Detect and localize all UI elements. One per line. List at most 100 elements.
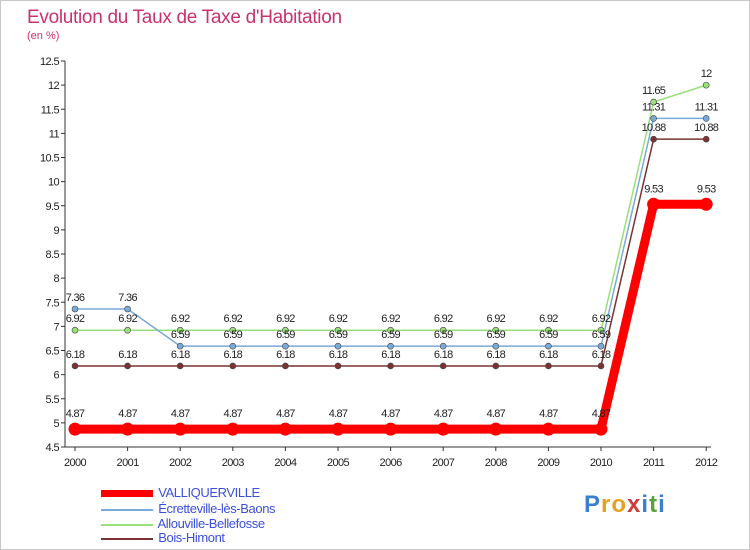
series-line-ecretteville-les-baons	[75, 117, 707, 347]
data-label-valliquerville: 4.87	[434, 408, 453, 420]
data-point-bois-himont	[229, 362, 237, 370]
data-point-valliquerville	[226, 422, 240, 436]
logo-letter: x	[627, 491, 642, 518]
data-point-allouville-bellefosse	[702, 81, 710, 89]
data-label-bois-himont: 6.18	[434, 349, 453, 361]
data-point-bois-himont	[545, 362, 552, 370]
data-point-valliquerville	[436, 422, 450, 436]
legend-swatch-allouville	[101, 523, 153, 526]
data-point-allouville-bellefosse	[492, 326, 500, 334]
data-label-allouville-bellefosse: 6.92	[223, 313, 242, 325]
data-label-bois-himont: 6.18	[381, 349, 400, 361]
x-tick-label: 2009	[537, 457, 560, 469]
data-point-valliquerville	[647, 197, 661, 211]
x-tick-label: 2000	[64, 457, 87, 469]
chart-title: Evolution du Taux de Taxe d'Habitation	[27, 7, 342, 28]
data-point-valliquerville	[541, 422, 555, 436]
data-label-bois-himont: 6.18	[118, 349, 137, 361]
data-point-bois-himont	[650, 135, 657, 143]
data-label-allouville-bellefosse: 6.92	[171, 313, 190, 325]
y-tick-label: 6.5	[46, 346, 60, 358]
data-point-ecretteville-les-baons	[229, 342, 237, 350]
legend-swatch-valliquerville	[101, 490, 153, 498]
data-label-ecretteville-les-baons: 11.31	[695, 101, 719, 113]
data-point-allouville-bellefosse	[334, 326, 342, 334]
data-label-valliquerville: 4.87	[381, 408, 400, 420]
data-point-allouville-bellefosse	[387, 326, 394, 334]
data-label-valliquerville: 4.87	[486, 408, 505, 420]
y-tick-label: 7	[53, 321, 59, 333]
data-point-valliquerville	[331, 422, 345, 436]
data-label-allouville-bellefosse: 6.92	[118, 313, 137, 325]
data-point-ecretteville-les-baons	[334, 342, 342, 350]
data-label-allouville-bellefosse: 12	[701, 68, 712, 80]
y-tick-label: 8.5	[46, 249, 60, 261]
data-point-valliquerville	[384, 422, 398, 436]
data-label-allouville-bellefosse: 6.92	[276, 313, 295, 325]
data-point-valliquerville	[278, 422, 292, 436]
data-point-bois-himont	[71, 362, 79, 370]
data-label-bois-himont: 6.18	[539, 349, 558, 361]
data-label-valliquerville: 4.87	[592, 408, 611, 420]
data-label-valliquerville: 4.87	[329, 408, 348, 420]
y-tick-label: 6	[53, 370, 59, 382]
y-tick-label: 8	[53, 273, 59, 285]
data-point-allouville-bellefosse	[71, 326, 79, 334]
legend-item-allouville: Allouville-Bellefosse	[101, 516, 265, 531]
data-point-ecretteville-les-baons	[650, 115, 657, 122]
data-label-valliquerville: 4.87	[223, 408, 242, 420]
x-tick-label: 2001	[117, 457, 140, 469]
x-tick-label: 2006	[380, 457, 403, 469]
data-point-ecretteville-les-baons	[176, 342, 184, 350]
x-tick-label: 2007	[432, 457, 455, 469]
x-tick-label: 2012	[695, 457, 718, 469]
data-point-valliquerville	[173, 422, 187, 436]
data-label-bois-himont: 6.18	[276, 349, 295, 361]
data-point-allouville-bellefosse	[545, 326, 552, 334]
data-label-valliquerville: 4.87	[539, 408, 558, 420]
data-point-allouville-bellefosse	[439, 326, 447, 334]
logo-letter: r	[601, 491, 612, 518]
legend-label-bois-himont: Bois-Himont	[158, 530, 225, 545]
data-label-ecretteville-les-baons: 6.59	[592, 329, 611, 341]
data-label-ecretteville-les-baons: 6.59	[276, 329, 295, 341]
data-point-bois-himont	[492, 362, 500, 370]
logo-letter: t	[649, 491, 659, 518]
y-tick-label: 12.5	[40, 56, 59, 68]
data-label-allouville-bellefosse: 6.92	[381, 313, 400, 325]
proxiti-logo: Proxiti	[584, 491, 666, 519]
x-tick-label: 2005	[327, 457, 350, 469]
data-point-ecretteville-les-baons	[124, 305, 131, 313]
y-tick-label: 11	[49, 128, 60, 140]
legend-item-ecretteville: Écretteville-lès-Baons	[101, 501, 276, 516]
data-point-bois-himont	[334, 362, 342, 370]
data-label-bois-himont: 6.18	[66, 349, 85, 361]
data-label-ecretteville-les-baons: 7.36	[66, 292, 85, 304]
data-point-ecretteville-les-baons	[597, 342, 605, 350]
series-line-allouville-bellefosse	[75, 84, 707, 331]
data-label-ecretteville-les-baons: 6.59	[223, 329, 242, 341]
data-label-ecretteville-les-baons: 6.59	[486, 329, 505, 341]
data-point-allouville-bellefosse	[124, 326, 131, 334]
y-tick-label: 10	[48, 177, 60, 189]
data-label-allouville-bellefosse: 6.92	[434, 313, 453, 325]
data-label-ecretteville-les-baons: 11.31	[642, 101, 666, 113]
logo-letter: i	[641, 491, 650, 518]
data-point-bois-himont	[702, 135, 710, 143]
data-label-valliquerville: 9.53	[697, 183, 716, 195]
y-tick-label: 5	[53, 418, 59, 430]
data-label-allouville-bellefosse: 6.92	[486, 313, 505, 325]
data-label-bois-himont: 6.18	[592, 349, 611, 361]
legend-label-ecretteville: Écretteville-lès-Baons	[158, 501, 276, 516]
data-label-ecretteville-les-baons: 6.59	[329, 329, 348, 341]
data-label-valliquerville: 4.87	[276, 408, 295, 420]
data-label-valliquerville: 4.87	[171, 408, 190, 420]
legend-label-allouville: Allouville-Bellefosse	[157, 516, 266, 531]
data-label-allouville-bellefosse: 6.92	[539, 313, 558, 325]
data-point-valliquerville	[68, 422, 82, 436]
data-point-bois-himont	[176, 362, 184, 370]
data-label-allouville-bellefosse: 6.92	[592, 313, 611, 325]
data-label-ecretteville-les-baons: 6.59	[171, 329, 190, 341]
data-point-allouville-bellefosse	[176, 326, 184, 334]
